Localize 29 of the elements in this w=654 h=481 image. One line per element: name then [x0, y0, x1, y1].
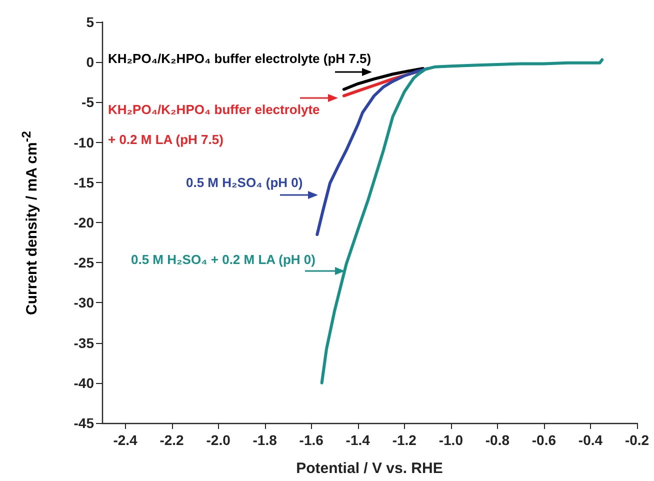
- series-label: KH₂PO₄/K₂HPO₄ buffer electrolyte (pH 7.5): [108, 51, 372, 66]
- y-tick-label: -45: [74, 415, 94, 431]
- x-tick-label: -1.0: [438, 432, 464, 448]
- line-series: [342, 67, 424, 91]
- x-tick-label: -1.4: [346, 432, 370, 448]
- text: 0.5 M H₂SO₄ + 0.2 M LA (pH 0): [131, 252, 316, 267]
- x-tick-label: -2.2: [160, 432, 184, 448]
- y-tick-label: -10: [74, 134, 94, 150]
- y-tick-label: -25: [74, 254, 94, 271]
- x-axis-title: Potential / V vs. RHE: [296, 460, 443, 477]
- y-tick-label: -35: [74, 334, 94, 351]
- x-tick-label: -0.2: [624, 432, 650, 448]
- y-tick-label: -15: [74, 174, 94, 190]
- legend-label: KH₂PO₄/K₂HPO₄ buffer electrolyte + 0.2 M LA (pH 7.5): [108, 101, 321, 149]
- x-tick-label: -1.2: [392, 432, 417, 448]
- x-tick-label: -1.8: [252, 432, 278, 448]
- series-label: 0.5 M H₂SO₄ (pH 0): [186, 175, 303, 190]
- x-tick-label: -0.4: [578, 432, 603, 448]
- x-tick-label: -0.8: [485, 432, 510, 448]
- x-tick-label: -0.6: [532, 432, 556, 448]
- y-tick-label: 0: [86, 54, 94, 70]
- y-tick-label: -40: [74, 374, 94, 391]
- x-tick-label: -2.4: [113, 432, 138, 448]
- y-tick-label: -20: [74, 214, 94, 230]
- y-tick-label: -30: [74, 294, 94, 311]
- x-tick-label: -2.0: [206, 432, 231, 448]
- y-tick-label: -5: [82, 94, 94, 110]
- y-tick-label: 5: [86, 14, 94, 30]
- x-tick-label: -1.6: [299, 432, 324, 448]
